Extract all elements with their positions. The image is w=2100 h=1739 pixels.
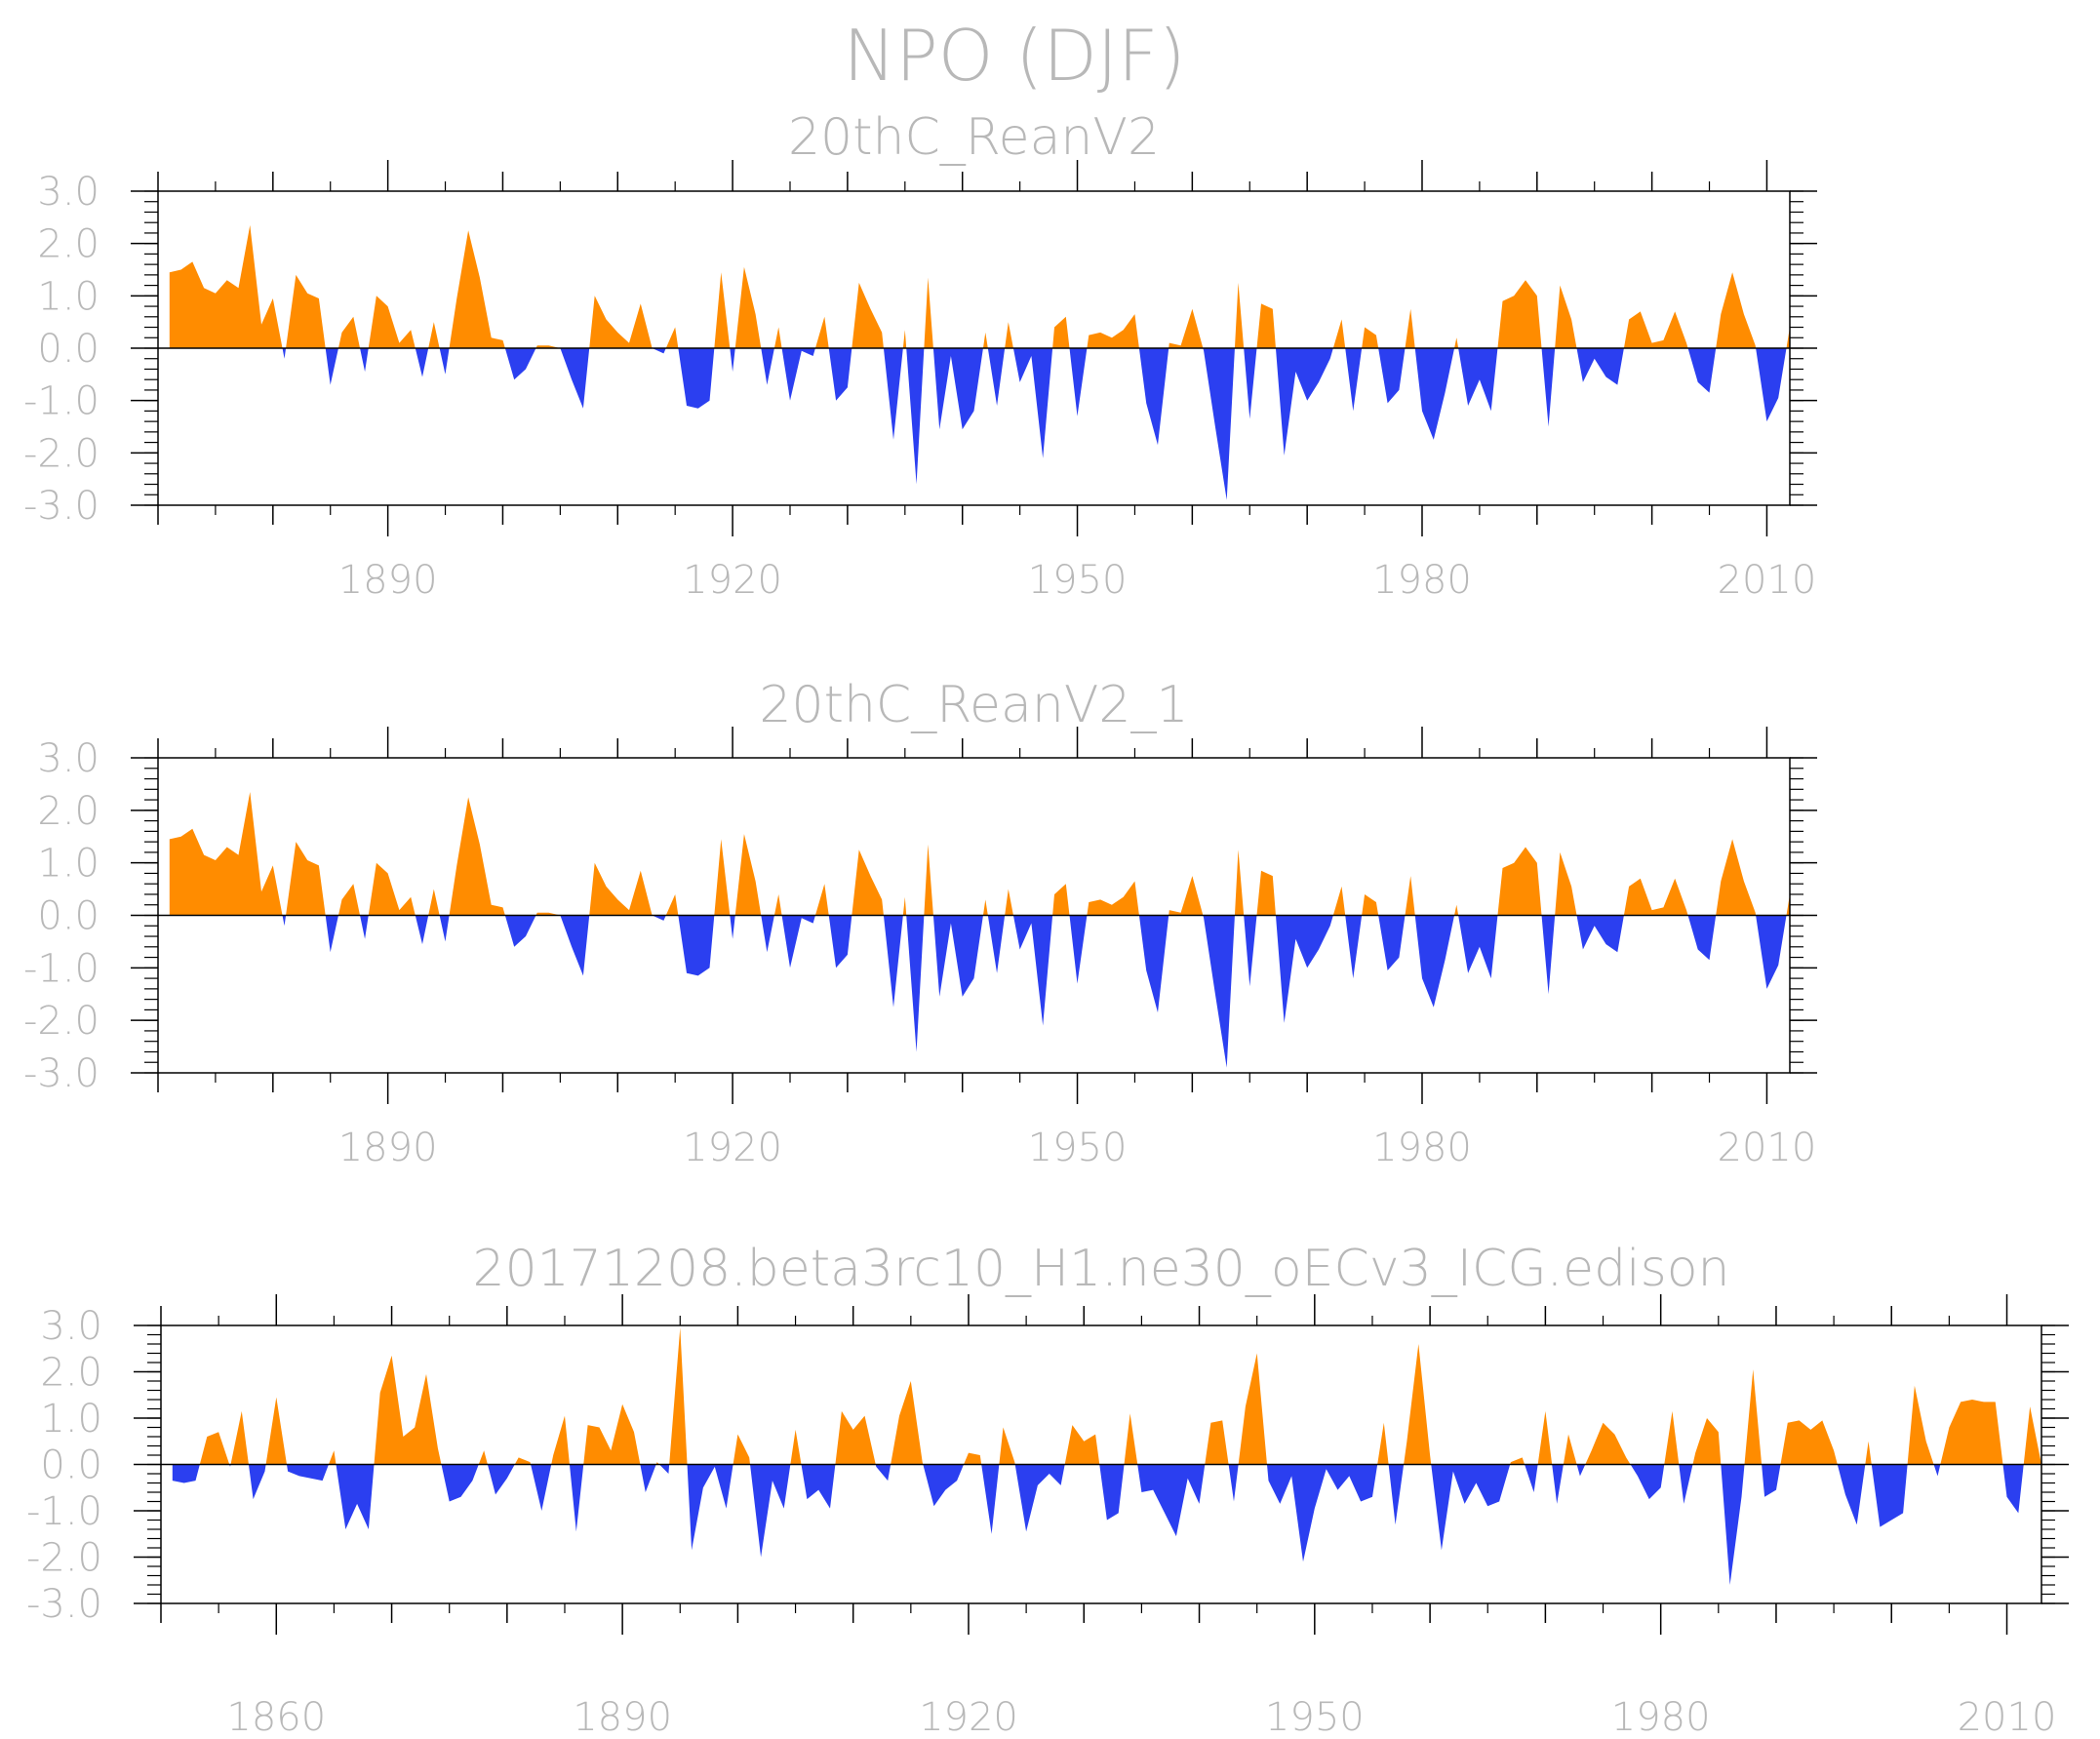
y-tick-label: 1.0 xyxy=(40,1397,102,1442)
y-tick-label: 0.0 xyxy=(40,1443,102,1488)
y-tick-label: 3.0 xyxy=(37,170,99,215)
series-positive-area xyxy=(169,224,1790,348)
y-tick-label: -1.0 xyxy=(26,1489,102,1534)
y-tick-label: -1.0 xyxy=(23,379,99,424)
y-tick-label: -2.0 xyxy=(23,431,99,476)
y-tick-label: 1.0 xyxy=(37,842,99,887)
figure-title: NPO (DJF) xyxy=(843,15,1185,97)
x-tick-label: 1950 xyxy=(1028,558,1128,603)
chart-panel-2: 20thC_ReanV2_1 3.0 2.0 1.0 0.0 -1.0 -2.0 -3.0 18… xyxy=(23,676,1817,1170)
x-tick-label: 1950 xyxy=(1028,1126,1128,1170)
series-negative-area xyxy=(169,915,1790,1068)
x-tick-label: 1920 xyxy=(919,1695,1018,1739)
y-tick-label: -2.0 xyxy=(23,999,99,1044)
y-tick-label: 2.0 xyxy=(37,222,99,267)
x-tick-label: 1980 xyxy=(1372,558,1472,603)
chart-panel-3: 20171208.beta3rc10_H1.ne30_oECv3_ICG.edi… xyxy=(26,1240,2069,1739)
x-tick-label: 1920 xyxy=(683,558,782,603)
panels: 20thC_ReanV23.02.01.00.0-1.0-2.0-3.01890… xyxy=(23,108,2069,1739)
x-tick-label: 1980 xyxy=(1372,1126,1472,1170)
x-tick-label: 1890 xyxy=(338,558,438,603)
y-tick-label: -3.0 xyxy=(26,1582,102,1627)
x-tick-label: 1860 xyxy=(226,1695,326,1739)
series-negative-area xyxy=(172,1464,2041,1585)
x-tick-label: 1890 xyxy=(338,1126,438,1170)
y-tick-label: 0.0 xyxy=(37,894,99,939)
chart-title: 20171208.beta3rc10_H1.ne30_oECv3_ICG.edi… xyxy=(473,1240,1730,1298)
x-tick-label: 2010 xyxy=(1718,558,1817,603)
series-positive-area xyxy=(172,1327,2041,1465)
x-tick-label: 1980 xyxy=(1611,1695,1711,1739)
x-tick-label: 1950 xyxy=(1265,1695,1365,1739)
y-tick-label: 3.0 xyxy=(40,1304,102,1349)
x-tick-label: 2010 xyxy=(1718,1126,1817,1170)
series-positive-area xyxy=(169,792,1790,916)
chart-title: 20thC_ReanV2 xyxy=(788,108,1160,167)
y-tick-label: -2.0 xyxy=(26,1536,102,1581)
chart-panel-1: 20thC_ReanV2 3.0 2.0 1.0 0.0 -1.0 -2.0 -3.0 1890… xyxy=(23,108,1817,603)
y-tick-label: -3.0 xyxy=(23,1051,99,1096)
y-tick-label: 1.0 xyxy=(37,274,99,319)
y-tick-label: -1.0 xyxy=(23,946,99,991)
y-tick-label: 3.0 xyxy=(37,736,99,781)
x-tick-label: 1890 xyxy=(573,1695,672,1739)
y-tick-label: 0.0 xyxy=(37,327,99,372)
y-tick-label: 2.0 xyxy=(37,789,99,834)
series-negative-area xyxy=(169,348,1790,500)
x-tick-label: 2010 xyxy=(1958,1695,2057,1739)
y-tick-label: -3.0 xyxy=(23,484,99,529)
chart-title: 20thC_ReanV2_1 xyxy=(759,676,1188,734)
y-tick-label: 2.0 xyxy=(40,1351,102,1396)
x-tick-label: 1920 xyxy=(683,1126,782,1170)
